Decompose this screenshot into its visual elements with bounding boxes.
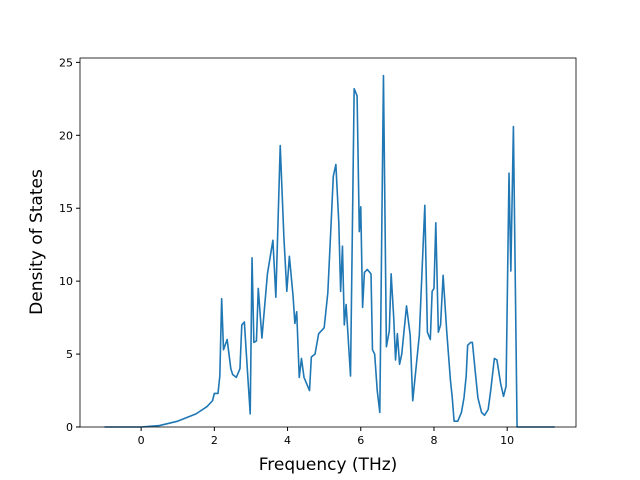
plot-frame	[79, 57, 577, 428]
y-tick-label: 10	[59, 275, 73, 288]
y-tick-label: 0	[66, 421, 73, 434]
x-tick-label: 0	[138, 434, 145, 447]
y-tick-label: 5	[66, 348, 73, 361]
line	[104, 74, 555, 428]
x-tick-label: 2	[211, 434, 218, 447]
x-axis-label: Frequency (THz)	[259, 455, 398, 475]
x-tick-label: 8	[430, 434, 437, 447]
y-tick-label: 25	[59, 56, 73, 69]
y-axis-label: Density of States	[27, 169, 47, 315]
y-tick-label: 15	[59, 202, 73, 215]
x-tick-label: 6	[357, 434, 364, 447]
x-tick-label: 10	[500, 434, 514, 447]
x-tick-label: 4	[284, 434, 291, 447]
y-tick-label: 20	[59, 129, 73, 142]
